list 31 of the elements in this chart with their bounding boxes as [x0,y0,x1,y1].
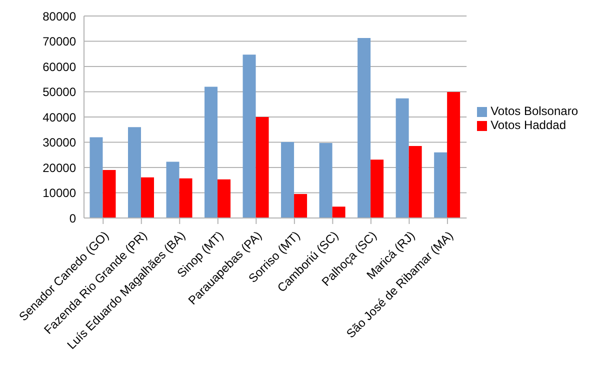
bar [218,179,231,218]
y-tick-label: 80000 [42,9,76,24]
bar [90,137,103,218]
bar [434,152,448,218]
bar [242,54,256,218]
legend-label: Votos Bolsonaro [490,104,578,118]
y-tick-label: 60000 [42,60,76,74]
y-tick-label: 50000 [42,85,76,100]
bar [204,86,218,218]
bar [141,177,154,218]
y-tick-label: 10000 [42,186,76,200]
bar [370,160,384,218]
bar [281,142,294,218]
bar [102,170,116,218]
legend-label: Votos Haddad [490,118,566,132]
bar [166,162,180,218]
bar [128,127,141,218]
bar [408,146,422,218]
y-tick-label: 20000 [42,160,76,175]
bar [332,206,346,218]
bar [319,143,332,218]
y-tick-label: 70000 [42,34,76,49]
y-tick-label: 0 [69,211,76,226]
bar [358,38,371,218]
bar [256,117,269,218]
y-tick-label: 30000 [42,136,76,150]
bar [447,92,460,218]
y-tick-label: 40000 [42,110,76,124]
bar [396,98,409,218]
bar [294,194,308,218]
bar [179,178,192,218]
